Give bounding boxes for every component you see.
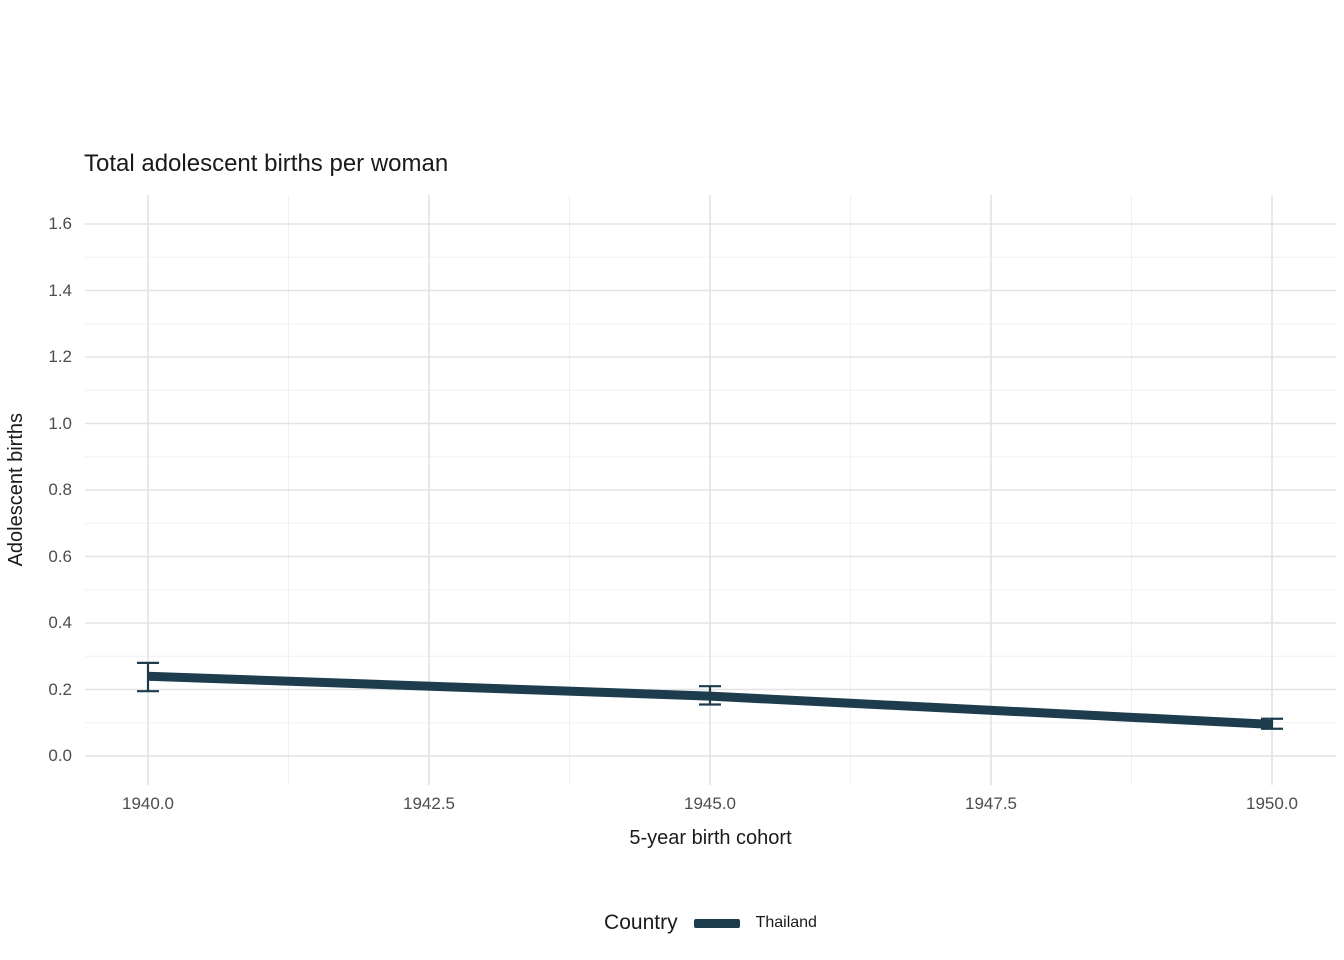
legend-swatch-thailand: [693, 918, 740, 928]
x-tick-label: 1950.0: [1246, 794, 1298, 813]
x-tick-label: 1945.0: [684, 794, 736, 813]
legend: Country Thailand: [85, 908, 1336, 938]
legend-title: Country: [604, 911, 678, 934]
x-axis-title: 5-year birth cohort: [629, 827, 792, 849]
y-tick-label: 1.6: [48, 214, 72, 233]
y-tick-label: 1.4: [48, 280, 72, 300]
y-tick-label: 1.0: [48, 413, 72, 433]
y-tick-label: 0.4: [48, 613, 72, 632]
y-tick-label: 1.2: [48, 347, 72, 366]
legend-label-thailand: Thailand: [755, 914, 817, 931]
y-tick-label: 0.8: [48, 480, 72, 499]
x-tick-label: 1940.0: [122, 794, 174, 813]
x-tick-label: 1942.5: [403, 794, 455, 813]
y-axis-title: Adolescent births: [4, 413, 27, 567]
y-tick-label: 0.2: [48, 679, 72, 699]
y-tick-label: 0.0: [48, 746, 72, 765]
data-line-thailand: [147, 671, 1273, 729]
y-tick-label: 0.6: [48, 546, 72, 566]
y-axis-title-container: Adolescent births: [2, 195, 30, 785]
chart-title: Total adolescent births per woman: [84, 150, 449, 177]
plot-panel: [85, 195, 1336, 785]
x-tick-label: 1947.5: [965, 794, 1017, 813]
